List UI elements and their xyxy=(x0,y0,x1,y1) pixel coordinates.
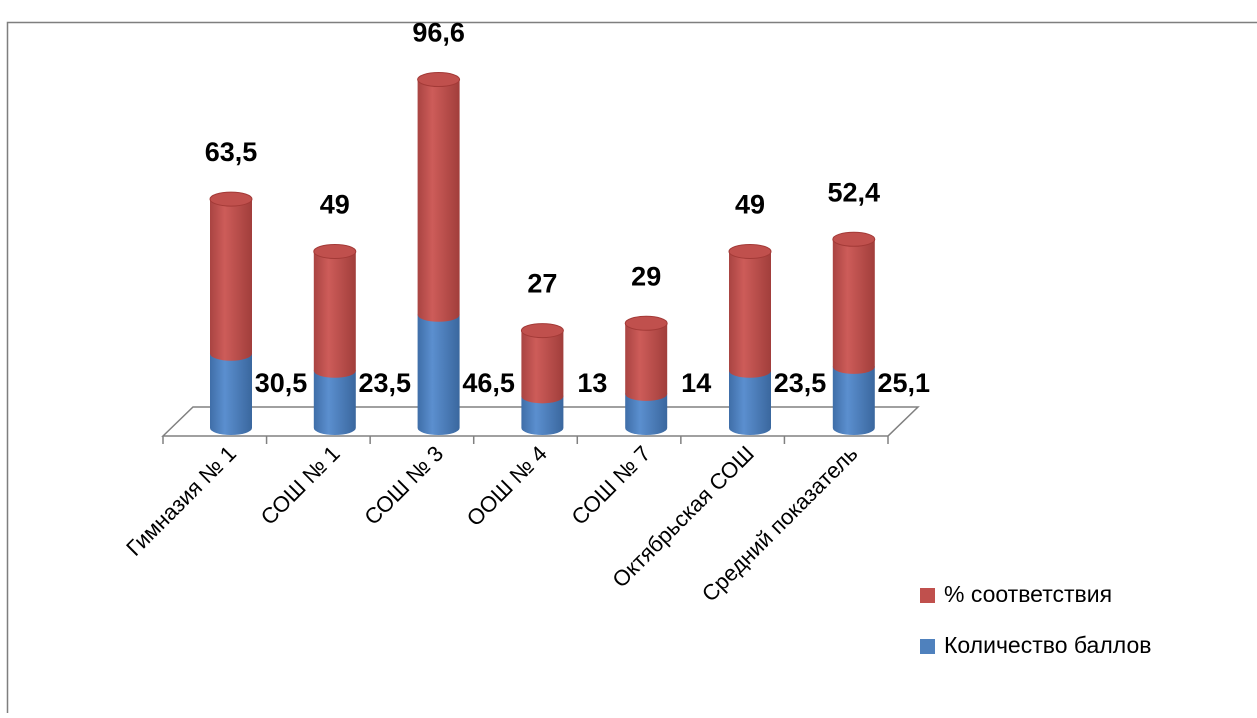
value-label-s1-0: 63,5 xyxy=(205,137,258,167)
value-label-s1-2: 96,6 xyxy=(412,18,465,48)
bar-sootvetstvie-5 xyxy=(729,244,771,377)
legend-swatch-0 xyxy=(920,639,935,654)
value-label-s1-5: 49 xyxy=(735,189,765,219)
value-label-s1-6: 52,4 xyxy=(828,177,881,207)
bar-top-cap-6 xyxy=(833,232,875,246)
value-label-s1-3: 27 xyxy=(527,269,557,299)
x-tick-label-0: Гимназия № 1 xyxy=(121,441,241,561)
legend-label-0: Количество баллов xyxy=(944,632,1151,658)
value-label-s0-1: 23,5 xyxy=(359,368,412,398)
legend-swatch-1 xyxy=(920,588,935,603)
value-label-s0-5: 23,5 xyxy=(774,368,827,398)
bar-top-cap-4 xyxy=(625,316,667,330)
legend-label-1: % соответствия xyxy=(944,581,1112,607)
bar-top-cap-0 xyxy=(210,192,252,206)
x-tick-label-2: СОШ № 3 xyxy=(359,441,448,530)
value-label-s1-4: 29 xyxy=(631,261,661,291)
value-label-s1-1: 49 xyxy=(320,189,350,219)
bar-kolichestvo-2 xyxy=(418,308,460,435)
x-tick-label-1: СОШ № 1 xyxy=(256,441,345,530)
x-tick-label-3: ООШ № 4 xyxy=(462,441,552,531)
value-label-s0-3: 13 xyxy=(577,368,607,398)
value-label-s0-2: 46,5 xyxy=(462,368,515,398)
bar-sootvetstvie-2 xyxy=(418,73,460,322)
legend: % соответствия Количество баллов xyxy=(920,581,1151,658)
bar-sootvetstvie-0 xyxy=(210,192,252,361)
x-tick-label-4: СОШ № 7 xyxy=(566,441,655,530)
bar-sootvetstvie-6 xyxy=(833,232,875,374)
value-label-s0-0: 30,5 xyxy=(255,368,308,398)
bar-top-cap-3 xyxy=(521,324,563,338)
bar-top-cap-5 xyxy=(729,244,771,258)
bar-top-cap-1 xyxy=(314,244,356,258)
bar-top-cap-2 xyxy=(418,73,460,87)
value-label-s0-6: 25,1 xyxy=(878,368,931,398)
value-label-s0-4: 14 xyxy=(681,368,711,398)
bar-sootvetstvie-1 xyxy=(314,244,356,377)
